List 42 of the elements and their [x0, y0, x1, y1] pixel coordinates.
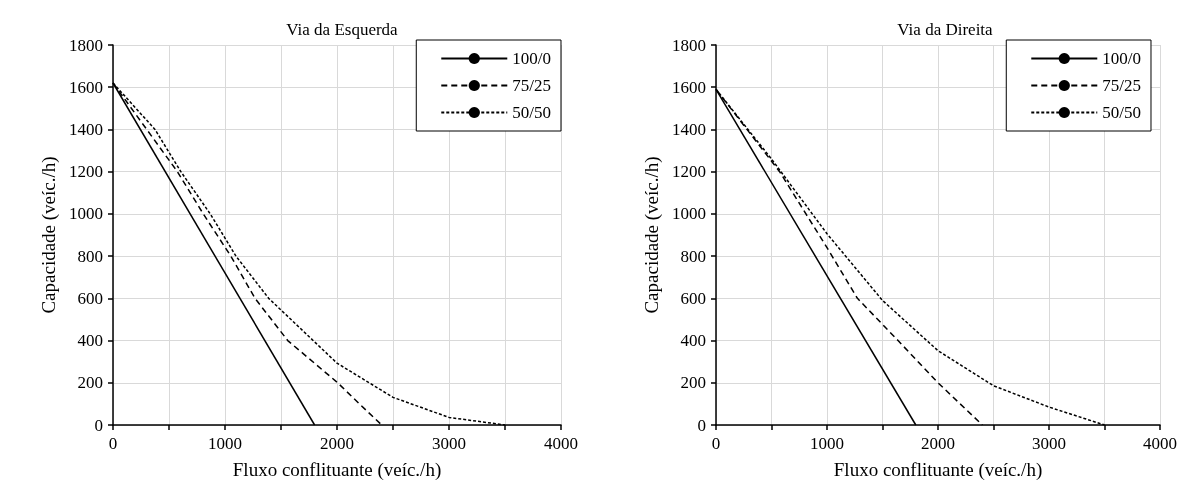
y-tick-label: 1000	[672, 204, 706, 224]
x-tick-label: 2000	[921, 434, 955, 453]
legend-label: 50/50	[1102, 103, 1142, 122]
y-tick-label: 400	[77, 331, 103, 351]
x-tick-label: 1000	[208, 434, 242, 453]
legend-label: 75/25	[512, 76, 552, 95]
x-tick-label: 1000	[810, 434, 844, 453]
legend-label: 100/0	[512, 49, 552, 68]
y-tick-label: 800	[680, 246, 706, 266]
y-tick-label: 400	[680, 331, 706, 351]
y-tick-label: 1600	[672, 77, 706, 97]
y-tick-label: 1200	[672, 162, 706, 182]
y-tick-label: 200	[77, 373, 103, 393]
y-tick-label: 1600	[69, 77, 103, 97]
x-tick-label: 3000	[1032, 434, 1066, 453]
x-tick-label: 4000	[544, 434, 578, 453]
legend-label: 50/50	[512, 103, 552, 122]
y-tick-label: 1800	[672, 35, 706, 55]
x-axis-title: Fluxo conflituante (veíc./h)	[232, 459, 442, 481]
x-tick-label: 0	[108, 434, 118, 453]
y-tick-label: 1400	[672, 119, 706, 139]
chart-title: Via da Esquerda	[286, 20, 399, 39]
y-tick-label: 0	[94, 415, 103, 435]
legend-label: 75/25	[1102, 76, 1142, 95]
y-axis-title: Capacidade (veíc./h)	[641, 156, 664, 314]
x-tick-label: 2000	[320, 434, 354, 453]
x-axis-title: Fluxo conflituante (veíc./h)	[833, 459, 1043, 481]
y-tick-label: 1200	[69, 162, 103, 182]
y-tick-label: 0	[697, 415, 706, 435]
legend-label: 100/0	[1102, 49, 1142, 68]
y-tick-label: 200	[680, 373, 706, 393]
y-axis-title: Capacidade (veíc./h)	[38, 156, 61, 314]
chart-title: Via da Direita	[897, 20, 994, 39]
y-tick-label: 1400	[69, 119, 103, 139]
y-tick-label: 600	[77, 288, 103, 308]
y-tick-label: 1800	[69, 35, 103, 55]
x-tick-label: 0	[711, 434, 721, 453]
y-tick-label: 800	[77, 246, 103, 266]
x-tick-label: 4000	[1143, 434, 1177, 453]
x-tick-label: 3000	[432, 434, 466, 453]
y-tick-label: 1000	[69, 204, 103, 224]
y-tick-label: 600	[680, 288, 706, 308]
